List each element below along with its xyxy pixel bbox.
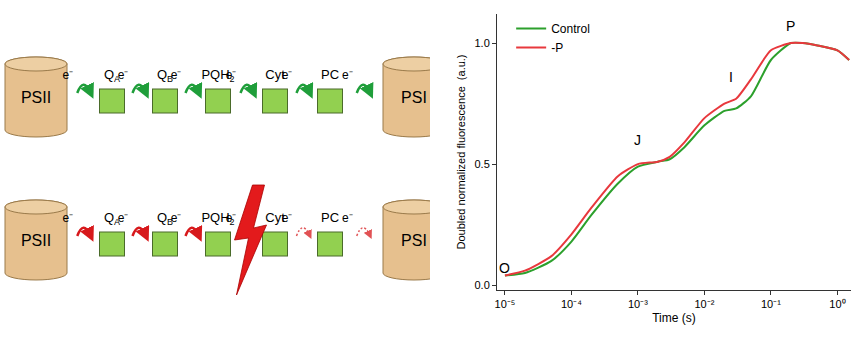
- svg-text:Time (s): Time (s): [652, 311, 696, 325]
- svg-text:PSII: PSII: [21, 232, 51, 249]
- svg-text:PSI: PSI: [401, 232, 427, 249]
- svg-text:e⁻: e⁻: [171, 68, 182, 82]
- svg-text:QB: QB: [156, 67, 174, 84]
- svg-text:1.0: 1.0: [475, 37, 490, 49]
- svg-text:Control: Control: [551, 22, 590, 36]
- svg-text:e⁻: e⁻: [171, 211, 182, 225]
- svg-text:PQH2: PQH2: [201, 210, 235, 227]
- svg-text:PC: PC: [321, 210, 339, 225]
- svg-text:0.0: 0.0: [475, 279, 490, 291]
- svg-text:10⁰: 10⁰: [829, 298, 845, 310]
- svg-text:e⁻: e⁻: [63, 68, 74, 82]
- svg-text:e⁻: e⁻: [226, 211, 237, 225]
- svg-text:-P: -P: [551, 41, 563, 55]
- svg-text:Doubled normalized fluorescenc: Doubled normalized fluorescence (a.u.): [455, 54, 467, 249]
- svg-text:QA: QA: [103, 210, 121, 227]
- svg-text:O: O: [499, 260, 510, 276]
- svg-text:J: J: [634, 132, 641, 148]
- svg-text:QA: QA: [103, 67, 121, 84]
- svg-text:0.5: 0.5: [475, 158, 490, 170]
- svg-text:e⁻: e⁻: [226, 68, 237, 82]
- svg-text:10⁻¹: 10⁻¹: [761, 298, 781, 310]
- svg-text:Cyt: Cyt: [265, 210, 285, 225]
- svg-text:e⁻: e⁻: [63, 211, 74, 225]
- svg-text:e⁻: e⁻: [282, 211, 293, 225]
- svg-text:10⁻⁵: 10⁻⁵: [495, 298, 516, 310]
- svg-text:P: P: [786, 18, 795, 34]
- svg-text:e⁻: e⁻: [118, 68, 129, 82]
- svg-text:QB: QB: [156, 210, 174, 227]
- svg-text:e⁻: e⁻: [282, 68, 293, 82]
- svg-text:PSI: PSI: [401, 89, 427, 106]
- svg-text:Cyt: Cyt: [265, 67, 285, 82]
- svg-text:PC: PC: [321, 67, 339, 82]
- svg-text:e⁻: e⁻: [342, 68, 353, 82]
- svg-text:e⁻: e⁻: [118, 211, 129, 225]
- svg-text:10⁻²: 10⁻²: [694, 298, 714, 310]
- svg-text:PQH2: PQH2: [201, 67, 235, 84]
- svg-text:10⁻³: 10⁻³: [628, 298, 648, 310]
- svg-text:e⁻: e⁻: [342, 211, 353, 225]
- svg-text:I: I: [729, 69, 733, 85]
- svg-text:PSII: PSII: [21, 89, 51, 106]
- svg-text:10⁻⁴: 10⁻⁴: [561, 298, 582, 310]
